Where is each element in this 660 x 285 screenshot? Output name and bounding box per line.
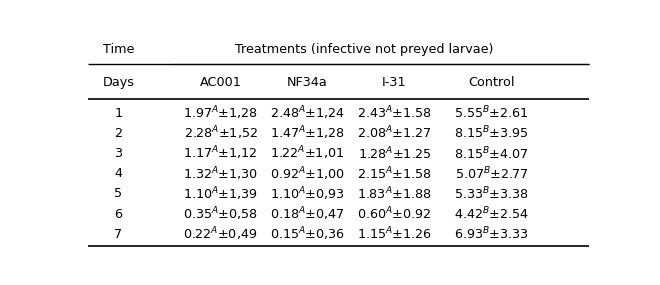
Text: 5.07$^{B}$±2.77: 5.07$^{B}$±2.77 (455, 166, 529, 182)
Text: 4: 4 (114, 167, 122, 180)
Text: 2.08$^{A}$±1.27: 2.08$^{A}$±1.27 (358, 125, 432, 142)
Text: 6: 6 (114, 208, 122, 221)
Text: 1.97$^{A}$±1,28: 1.97$^{A}$±1,28 (183, 104, 258, 122)
Text: 2: 2 (114, 127, 122, 140)
Text: 1.32$^{A}$±1,30: 1.32$^{A}$±1,30 (183, 165, 258, 183)
Text: 2.15$^{A}$±1.58: 2.15$^{A}$±1.58 (357, 166, 432, 182)
Text: 1.10$^{A}$±0,93: 1.10$^{A}$±0,93 (270, 185, 345, 203)
Text: 5: 5 (114, 188, 122, 200)
Text: AC001: AC001 (200, 76, 242, 89)
Text: NF34a: NF34a (287, 76, 328, 89)
Text: 1.15$^{A}$±1.26: 1.15$^{A}$±1.26 (357, 226, 432, 243)
Text: Control: Control (469, 76, 515, 89)
Text: I-31: I-31 (382, 76, 407, 89)
Text: 6.93$^{B}$±3.33: 6.93$^{B}$±3.33 (454, 226, 529, 243)
Text: Days: Days (102, 76, 134, 89)
Text: 0.60$^{A}$±0.92: 0.60$^{A}$±0.92 (357, 206, 432, 223)
Text: Treatments (infective not preyed larvae): Treatments (infective not preyed larvae) (235, 43, 493, 56)
Text: 2.28$^{A}$±1,52: 2.28$^{A}$±1,52 (183, 125, 257, 142)
Text: 0.15$^{A}$±0,36: 0.15$^{A}$±0,36 (270, 225, 345, 243)
Text: Time: Time (102, 43, 134, 56)
Text: 5.55$^{B}$±2.61: 5.55$^{B}$±2.61 (454, 105, 529, 121)
Text: 1.47$^{A}$±1,28: 1.47$^{A}$±1,28 (270, 125, 345, 142)
Text: 1.10$^{A}$±1,39: 1.10$^{A}$±1,39 (183, 185, 258, 203)
Text: 5.33$^{B}$±3.38: 5.33$^{B}$±3.38 (454, 186, 529, 202)
Text: 0.18$^{A}$±0,47: 0.18$^{A}$±0,47 (270, 205, 345, 223)
Text: 8.15$^{B}$±4.07: 8.15$^{B}$±4.07 (454, 145, 529, 162)
Text: 0.92$^{A}$±1,00: 0.92$^{A}$±1,00 (270, 165, 345, 183)
Text: 1.28$^{A}$±1.25: 1.28$^{A}$±1.25 (358, 145, 431, 162)
Text: 0.22$^{A}$±0,49: 0.22$^{A}$±0,49 (183, 225, 258, 243)
Text: 4.42$^{B}$±2.54: 4.42$^{B}$±2.54 (454, 206, 529, 223)
Text: 8.15$^{B}$±3.95: 8.15$^{B}$±3.95 (454, 125, 529, 142)
Text: 1.17$^{A}$±1,12: 1.17$^{A}$±1,12 (183, 145, 258, 162)
Text: 1.83$^{A}$±1.88: 1.83$^{A}$±1.88 (357, 186, 432, 202)
Text: 1.22$^{A}$±1,01: 1.22$^{A}$±1,01 (271, 145, 345, 162)
Text: 1: 1 (114, 107, 122, 120)
Text: 0.35$^{A}$±0,58: 0.35$^{A}$±0,58 (183, 205, 258, 223)
Text: 2.48$^{A}$±1,24: 2.48$^{A}$±1,24 (270, 104, 345, 122)
Text: 7: 7 (114, 228, 122, 241)
Text: 2.43$^{A}$±1.58: 2.43$^{A}$±1.58 (357, 105, 432, 121)
Text: 3: 3 (114, 147, 122, 160)
